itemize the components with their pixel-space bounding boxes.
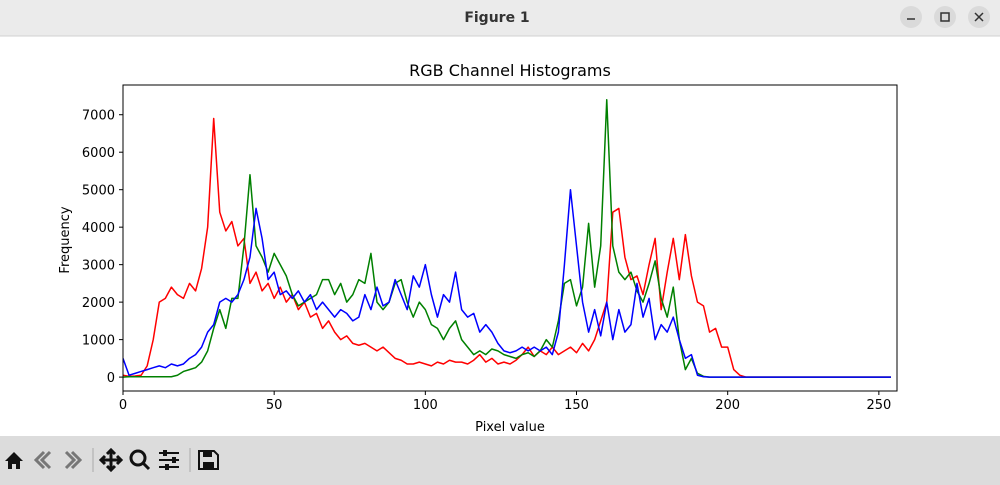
x-tick-label: 100: [413, 398, 438, 413]
line-series: [123, 117, 891, 378]
window-title: Figure 1: [464, 10, 529, 26]
save-button[interactable]: [198, 450, 219, 470]
back-button[interactable]: [33, 450, 52, 470]
configure-button[interactable]: [159, 450, 179, 470]
x-tick-label: 0: [119, 398, 127, 413]
y-tick-label: 2000: [82, 296, 115, 311]
x-axis-label: Pixel value: [475, 420, 545, 435]
y-axis-label: Frequency: [58, 206, 73, 273]
x-tick-label: 50: [266, 398, 283, 413]
pan-button[interactable]: [98, 447, 124, 473]
axes-frame: [122, 84, 898, 392]
y-tick-label: 7000: [82, 109, 115, 124]
home-button[interactable]: [5, 452, 23, 469]
y-tick-label: 6000: [82, 146, 115, 161]
close-button[interactable]: [968, 6, 990, 28]
maximize-button[interactable]: [934, 6, 956, 28]
zoom-button[interactable]: [129, 449, 151, 471]
minimize-button[interactable]: [900, 6, 922, 28]
y-tick-label: 1000: [82, 334, 115, 349]
y-tick-label: 0: [107, 371, 115, 386]
x-tick-label: 200: [715, 398, 740, 413]
axes: 0 50 100 150 200 250 0 1000 2000 3000 4000 5000 6000…: [82, 84, 898, 413]
chart-title: RGB Channel Histograms: [409, 61, 611, 80]
plot-area: [123, 98, 891, 378]
x-tick-label: 150: [564, 398, 589, 413]
line-series: [123, 188, 891, 378]
line-series: [123, 98, 891, 378]
forward-button[interactable]: [64, 450, 83, 470]
x-tick-label: 250: [866, 398, 891, 413]
y-tick-label: 3000: [82, 259, 115, 274]
y-tick-label: 5000: [82, 184, 115, 199]
y-tick-label: 4000: [82, 221, 115, 236]
title-bar: [0, 0, 1000, 36]
toolbar: [0, 436, 1000, 485]
